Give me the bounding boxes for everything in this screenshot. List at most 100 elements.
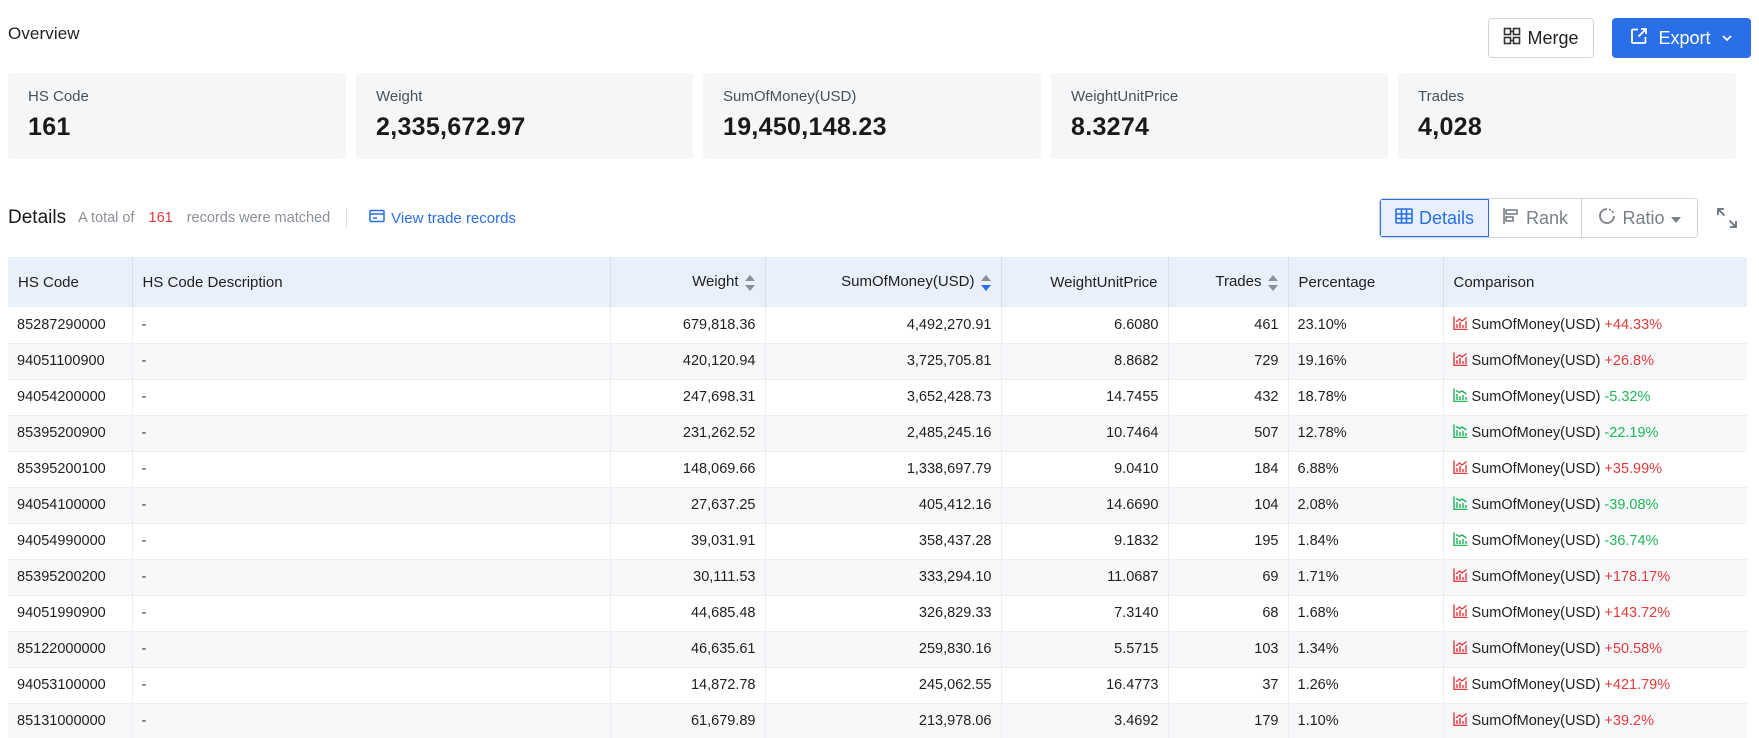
table-row[interactable]: 85287290000-679,818.36 4,492,270.91 6.6080…	[8, 307, 1747, 343]
cell-comparison: SumOfMoney(USD) -36.74%	[1443, 523, 1747, 559]
cell-weight: 44,685.48	[610, 595, 766, 631]
table-row[interactable]: 85395200100-148,069.66 1,338,697.79 9.0410…	[8, 451, 1747, 487]
table-row[interactable]: 85395200900-231,262.52 2,485,245.16 10.746…	[8, 415, 1747, 451]
cell-hs-code: 85395200100	[8, 451, 133, 487]
table-row[interactable]: 94051990900-44,685.48 326,829.33 7.3140 68 1…	[8, 595, 1747, 631]
stat-card-weight-unit-price: WeightUnitPrice 8.3274	[1051, 73, 1388, 159]
table-icon	[1395, 207, 1413, 229]
cell-comparison: SumOfMoney(USD) +39.2%	[1443, 703, 1747, 738]
stat-value: 19,450,148.23	[723, 113, 887, 141]
view-trade-records-link[interactable]: View trade records	[369, 209, 516, 227]
bar-chart-icon	[1502, 207, 1520, 230]
cell-weight-unit-price: 16.4773	[1001, 667, 1169, 703]
cell-weight: 61,679.89	[610, 703, 766, 738]
comparison-change: -22.19%	[1604, 425, 1659, 441]
comparison-change: +44.33%	[1604, 316, 1663, 333]
comparison-change: +26.8%	[1604, 353, 1655, 369]
table-row[interactable]: 85122000000-46,635.61 259,830.16 5.5715 103…	[8, 631, 1747, 667]
comparison-label: SumOfMoney(USD)	[1471, 353, 1601, 369]
col-hs-code[interactable]: HS Code	[8, 257, 133, 307]
trend-up-chart-icon	[1452, 604, 1468, 622]
details-bar: Details A total of 161 records were matc…	[8, 205, 516, 231]
cell-weight-unit-price: 3.4692	[1001, 703, 1169, 738]
cell-sum-of-money: 3,652,428.73	[765, 379, 1002, 415]
comparison-change: -36.74%	[1604, 533, 1659, 549]
stat-label: SumOfMoney(USD)	[723, 88, 857, 105]
card-icon	[369, 209, 385, 227]
cell-trades: 37	[1168, 667, 1289, 703]
comparison-label: SumOfMoney(USD)	[1471, 677, 1601, 693]
cell-percentage: 1.10%	[1288, 703, 1444, 738]
cell-trades: 179	[1168, 703, 1289, 738]
stat-card-weight: Weight 2,335,672.97	[356, 73, 693, 159]
export-button[interactable]: Export	[1612, 18, 1751, 58]
cell-percentage: 2.08%	[1288, 487, 1444, 523]
cell-weight-unit-price: 6.6080	[1001, 307, 1169, 343]
view-mode-switch: Details Rank Ratio	[1379, 198, 1698, 238]
cell-description: -	[132, 631, 611, 667]
cell-percentage: 12.78%	[1288, 415, 1444, 451]
cell-weight: 30,111.53	[610, 559, 766, 595]
tab-ratio[interactable]: Ratio	[1582, 199, 1697, 237]
sort-desc-icon[interactable]	[980, 274, 991, 291]
table-row[interactable]: 94054200000-247,698.31 3,652,428.73 14.745…	[8, 379, 1747, 415]
comparison-label: SumOfMoney(USD)	[1471, 569, 1601, 585]
merge-label: Merge	[1527, 27, 1579, 48]
trend-up-chart-icon	[1452, 640, 1468, 658]
records-note-prefix: A total of	[78, 210, 135, 226]
trend-down-chart-icon	[1452, 388, 1468, 406]
cell-weight: 679,818.36	[610, 307, 766, 343]
cell-trades: 103	[1168, 631, 1289, 667]
col-trades[interactable]: Trades	[1168, 257, 1289, 307]
overview-title: Overview	[8, 24, 80, 43]
comparison-label: SumOfMoney(USD)	[1471, 316, 1601, 333]
cell-hs-code: 85122000000	[8, 631, 133, 667]
cell-sum-of-money: 259,830.16	[765, 631, 1002, 667]
table-row[interactable]: 94054990000-39,031.91 358,437.28 9.1832 195…	[8, 523, 1747, 559]
comparison-change: +39.2%	[1604, 713, 1655, 729]
cell-sum-of-money: 333,294.10	[765, 559, 1002, 595]
cell-comparison: SumOfMoney(USD) +143.72%	[1443, 595, 1747, 631]
cell-weight: 14,872.78	[610, 667, 766, 703]
export-icon	[1630, 27, 1648, 50]
cell-trades: 507	[1168, 415, 1289, 451]
cell-description: -	[132, 415, 611, 451]
merge-icon	[1503, 27, 1521, 50]
table-row[interactable]: 85131000000-61,679.89 213,978.06 3.4692 179…	[8, 703, 1747, 738]
cell-sum-of-money: 326,829.33	[765, 595, 1002, 631]
cell-weight-unit-price: 10.7464	[1001, 415, 1169, 451]
cell-weight-unit-price: 5.5715	[1001, 631, 1169, 667]
stat-card-sum-of-money: SumOfMoney(USD) 19,450,148.23	[703, 73, 1041, 159]
cell-sum-of-money: 3,725,705.81	[765, 343, 1002, 379]
sort-icon[interactable]	[1267, 274, 1278, 291]
comparison-change: +143.72%	[1604, 605, 1671, 621]
cell-comparison: SumOfMoney(USD) -5.32%	[1443, 379, 1747, 415]
sort-icon[interactable]	[744, 274, 755, 291]
cell-trades: 195	[1168, 523, 1289, 559]
trend-up-chart-icon	[1452, 352, 1468, 370]
table-row[interactable]: 94053100000-14,872.78 245,062.55 16.4773 37…	[8, 667, 1747, 703]
comparison-change: +50.58%	[1604, 641, 1663, 657]
table-row[interactable]: 94054100000-27,637.25 405,412.16 14.6690 10…	[8, 487, 1747, 523]
tab-details[interactable]: Details	[1380, 199, 1489, 237]
cell-sum-of-money: 213,978.06	[765, 703, 1002, 738]
cell-hs-code: 94054200000	[8, 379, 133, 415]
col-sum-of-money[interactable]: SumOfMoney(USD)	[765, 257, 1002, 307]
col-weight[interactable]: Weight	[610, 257, 766, 307]
cell-hs-code: 94054990000	[8, 523, 133, 559]
trend-up-chart-icon	[1452, 712, 1468, 730]
table-row[interactable]: 94051100900-420,120.94 3,725,705.81 8.8682…	[8, 343, 1747, 379]
cell-trades: 729	[1168, 343, 1289, 379]
tab-rank[interactable]: Rank	[1489, 199, 1582, 237]
comparison-label: SumOfMoney(USD)	[1471, 497, 1601, 513]
comparison-change: +35.99%	[1604, 461, 1663, 477]
comparison-label: SumOfMoney(USD)	[1471, 461, 1601, 477]
comparison-change: -5.32%	[1604, 389, 1651, 405]
table-row[interactable]: 85395200200-30,111.53 333,294.10 11.0687 69…	[8, 559, 1747, 595]
cell-weight-unit-price: 8.8682	[1001, 343, 1169, 379]
comparison-label: SumOfMoney(USD)	[1471, 605, 1601, 621]
trend-down-chart-icon	[1452, 532, 1468, 550]
merge-button[interactable]: Merge	[1488, 18, 1594, 58]
fullscreen-icon[interactable]	[1716, 207, 1738, 229]
stat-label: WeightUnitPrice	[1071, 88, 1179, 105]
